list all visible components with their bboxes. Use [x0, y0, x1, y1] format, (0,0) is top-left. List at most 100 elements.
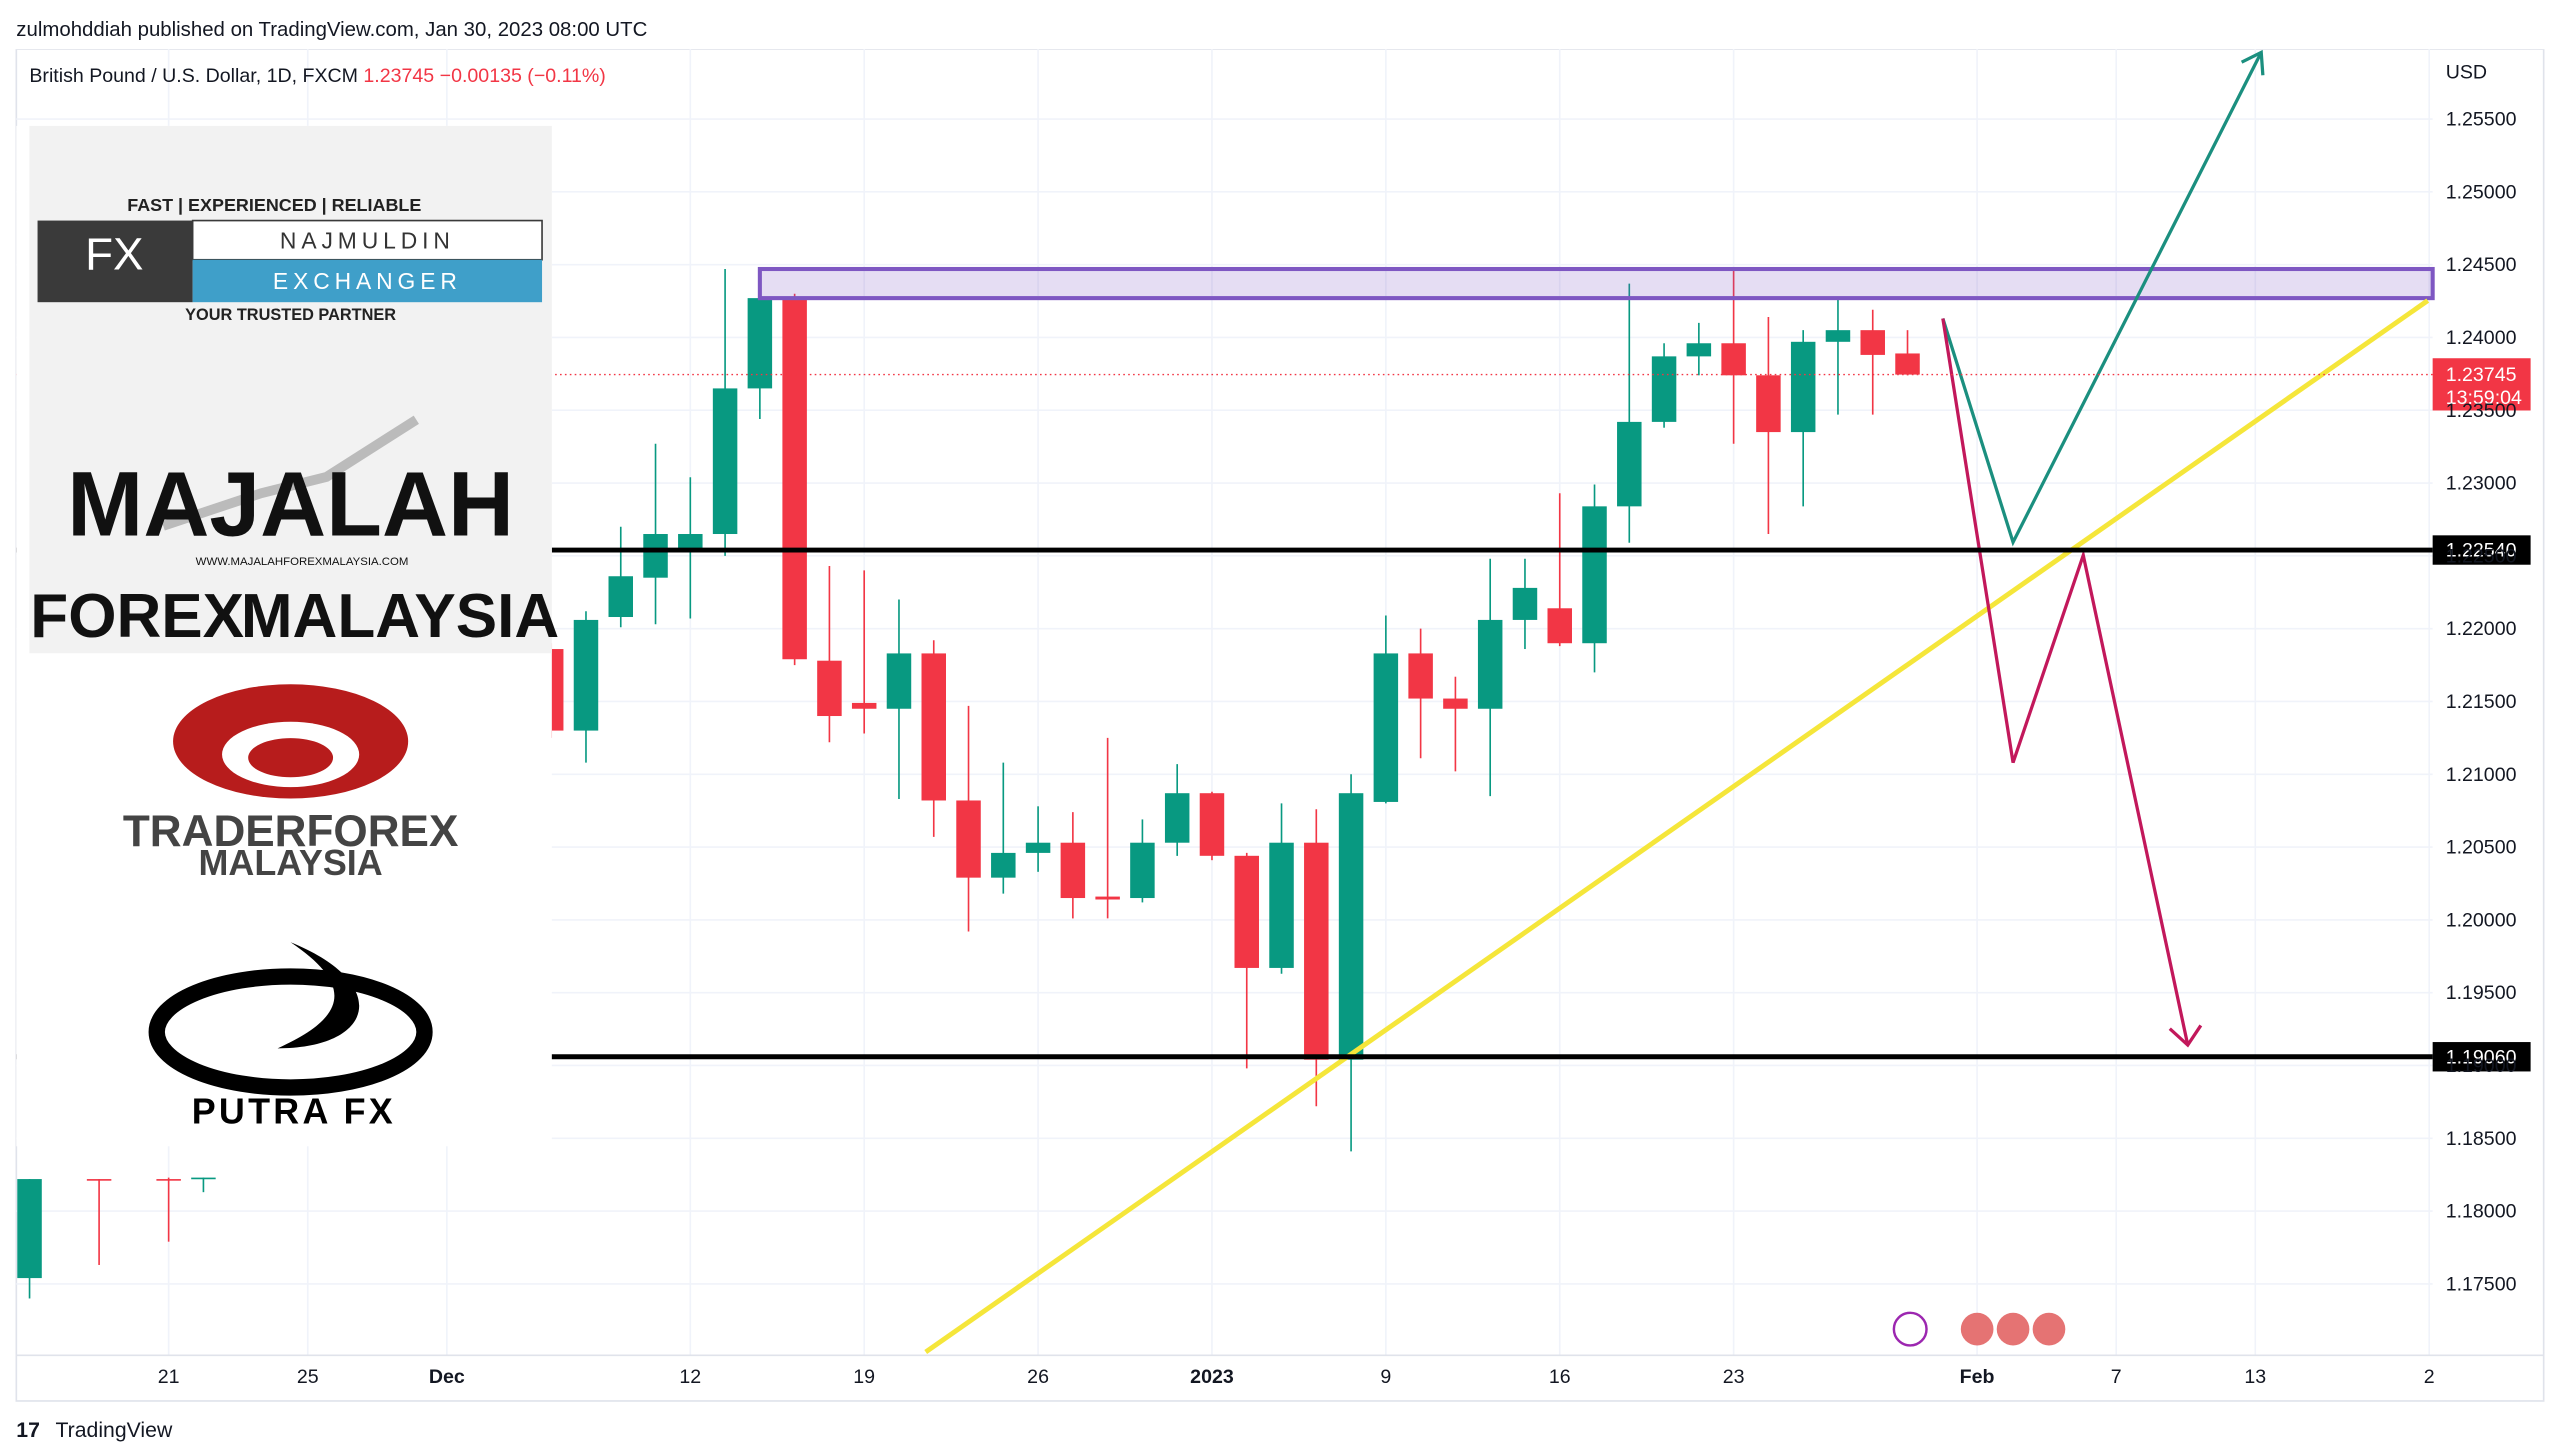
- resistance-zone: [757, 266, 2435, 301]
- y-tick-label: 1.23500: [2446, 400, 2517, 422]
- brand: TradingView: [56, 1419, 173, 1442]
- candle-body: [1408, 653, 1433, 699]
- candle-body: [608, 576, 634, 618]
- logo-text: FX: [85, 229, 143, 280]
- symbol-title: British Pound / U.S. Dollar, 1D, FXCM: [29, 65, 358, 87]
- candle-body: [851, 702, 877, 709]
- y-tick-label: 1.20000: [2446, 909, 2517, 931]
- x-tick-label: 2: [2424, 1366, 2435, 1388]
- arrow-head: [2240, 49, 2265, 76]
- y-tick-label: 1.22500: [2446, 545, 2517, 567]
- candle-body: [86, 1179, 112, 1181]
- countdown: 13:59:04: [2446, 387, 2522, 409]
- logo-text: EXCHANGER: [273, 268, 462, 294]
- candle-body: [1582, 506, 1607, 644]
- candle-body: [1895, 353, 1920, 375]
- logo-panel: FAST | EXPERIENCED | RELIABLE FX NAJMULD…: [16, 125, 559, 1147]
- brand-mark: 17: [16, 1419, 40, 1442]
- bearish-path: [1941, 318, 2190, 1046]
- candle-body: [1060, 842, 1086, 899]
- logo-text: NAJMULDIN: [280, 227, 455, 253]
- change: −0.00135 (−0.11%): [440, 65, 606, 87]
- candle-body: [1547, 608, 1572, 644]
- candle-body: [1825, 330, 1851, 342]
- candle-body: [956, 800, 981, 878]
- y-tick-label: 1.25500: [2446, 109, 2517, 131]
- x-tick-label: 2023: [1190, 1366, 1234, 1388]
- event-icon: [1996, 1312, 2030, 1346]
- logo-text: MALAYSIA: [199, 842, 383, 883]
- candle-body: [747, 298, 773, 389]
- y-tick-label: 1.21500: [2446, 691, 2517, 713]
- y-tick-label: 1.25000: [2446, 181, 2517, 203]
- x-tick-label: 9: [1380, 1366, 1391, 1388]
- candle-body: [678, 534, 703, 551]
- y-tick-label: 1.24000: [2446, 327, 2517, 349]
- x-tick-label: 19: [853, 1366, 875, 1388]
- header-bar: [0, 3, 2560, 50]
- x-tick-label: Feb: [1960, 1366, 1995, 1388]
- candle-body: [156, 1179, 181, 1181]
- y-tick-label: 1.17500: [2446, 1273, 2517, 1295]
- x-tick-label: 7: [2111, 1366, 2122, 1388]
- putra-logo: [277, 942, 360, 1049]
- candle-body: [1651, 356, 1677, 422]
- price-tag: [2432, 358, 2531, 411]
- logo-box: [191, 219, 543, 261]
- candle-body: [1721, 343, 1746, 376]
- y-tick-label: 1.18000: [2446, 1201, 2517, 1223]
- axes: 1.25500 1.25000 1.24500 1.24000 1.23500 1.230…: [16, 109, 2544, 1388]
- candle-body: [1477, 619, 1503, 709]
- x-tick-label: 12: [679, 1366, 701, 1388]
- candle-body: [191, 1177, 216, 1180]
- candle-body: [782, 298, 807, 660]
- candle-body: [1269, 842, 1294, 968]
- y-tick-label: 1.21000: [2446, 764, 2517, 786]
- logo-text: MAJALAH: [67, 454, 514, 556]
- candle-body: [1512, 587, 1538, 620]
- logo-text: FOREX: [30, 582, 244, 651]
- logo-text: TRADERFOREX: [123, 807, 459, 856]
- candle-body: [1304, 842, 1329, 1060]
- candle-body: [1130, 842, 1155, 899]
- price-tag-label: 1.23745: [2446, 364, 2517, 386]
- candle-body: [817, 660, 842, 717]
- event-icon: [1892, 1311, 1928, 1347]
- candle-body: [1686, 343, 1712, 357]
- putra-logo: [148, 968, 433, 1096]
- candle-body: [1338, 793, 1364, 1060]
- level-label: 1.22540: [2446, 540, 2517, 562]
- candle-body: [1860, 330, 1885, 355]
- candle-body: [991, 852, 1016, 878]
- logo-text: FAST | EXPERIENCED | RELIABLE: [127, 195, 421, 215]
- published-note: zulmohddiah published on TradingView.com…: [16, 19, 647, 41]
- candle-body: [643, 534, 668, 578]
- candle-body: [1234, 855, 1259, 968]
- currency: USD: [2446, 62, 2487, 84]
- y-tick-label: 1.19500: [2446, 982, 2517, 1004]
- candle-body: [1443, 698, 1468, 709]
- level-tag: [2432, 1042, 2531, 1072]
- x-tick-label: 26: [1027, 1366, 1049, 1388]
- y-tick-label: 1.22000: [2446, 618, 2517, 640]
- logo-text: MALAYSIA: [241, 582, 559, 651]
- y-tick-label: 1.23000: [2446, 473, 2517, 495]
- candle-body: [1617, 421, 1642, 507]
- y-tick-label: 1.20500: [2446, 837, 2517, 859]
- plot: [17, 266, 2435, 1299]
- candle-body: [1164, 793, 1190, 843]
- x-tick-label: 13: [2244, 1366, 2266, 1388]
- logo-text: YOUR TRUSTED PARTNER: [185, 306, 396, 324]
- x-tick-label: 25: [297, 1366, 319, 1388]
- candle-body: [17, 1179, 42, 1279]
- candle-body: [1199, 793, 1225, 856]
- candle-body: [1373, 653, 1399, 802]
- tiger-logo: [248, 738, 334, 778]
- logo-box: [192, 259, 543, 303]
- level-label: 1.19060: [2446, 1046, 2517, 1068]
- candle-body: [712, 388, 738, 535]
- x-tick-label: Dec: [429, 1366, 465, 1388]
- arrow-head: [2168, 1024, 2203, 1048]
- candle-body: [573, 619, 599, 731]
